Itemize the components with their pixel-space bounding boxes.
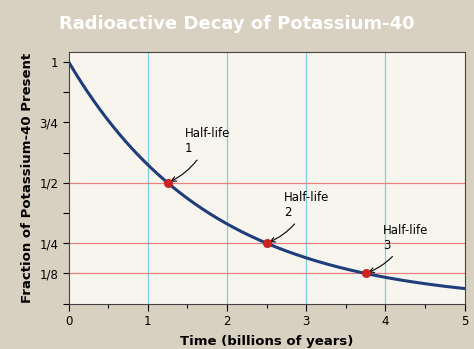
Text: Half-life
2: Half-life 2 [270,191,329,242]
Text: Half-life
3: Half-life 3 [369,224,428,273]
Y-axis label: Fraction of Potassium-40 Present: Fraction of Potassium-40 Present [21,53,34,303]
X-axis label: Time (billions of years): Time (billions of years) [180,335,353,348]
Text: Radioactive Decay of Potassium-40: Radioactive Decay of Potassium-40 [59,15,415,34]
Text: Half-life
1: Half-life 1 [171,127,230,181]
